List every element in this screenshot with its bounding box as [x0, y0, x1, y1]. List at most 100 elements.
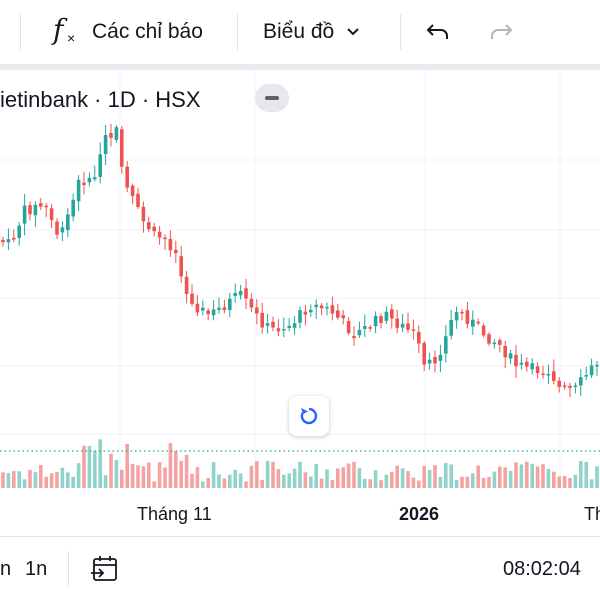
- candle-body: [228, 298, 232, 311]
- time-axis[interactable]: Tháng 11 2026 Th: [0, 490, 600, 536]
- candle-body: [487, 334, 491, 344]
- volume-bar: [125, 443, 129, 488]
- candle-body: [12, 237, 16, 240]
- bottom-separator: [68, 551, 69, 587]
- range-button-partial[interactable]: n: [0, 537, 11, 601]
- clock-readout[interactable]: 08:02:04: [503, 537, 581, 601]
- candle-body: [336, 310, 340, 318]
- volume-bar: [309, 476, 313, 488]
- candle-body: [357, 329, 362, 336]
- candle-body: [476, 321, 480, 324]
- volume-bar: [427, 469, 432, 488]
- candle-body: [309, 309, 313, 313]
- top-toolbar: f × Các chỉ báo Biểu đồ: [0, 0, 600, 64]
- indicators-button[interactable]: f × Các chỉ báo: [52, 0, 203, 64]
- candle-body: [233, 292, 237, 296]
- volume-bar: [384, 474, 389, 488]
- volume-bar: [76, 463, 81, 488]
- toolbar-divider: [0, 64, 600, 70]
- volume-bar: [541, 464, 545, 488]
- volume-bar: [147, 462, 151, 488]
- calendar-goto-icon: [89, 553, 121, 585]
- volume-bar: [341, 467, 345, 488]
- fx-icon: f ×: [53, 13, 76, 46]
- volume-bar: [492, 471, 497, 488]
- volume-bar: [66, 472, 70, 488]
- price-chart[interactable]: [0, 70, 600, 490]
- goto-date-button[interactable]: [89, 537, 121, 601]
- volume-bar: [330, 479, 335, 488]
- candle-body: [562, 385, 567, 387]
- volume-bar: [120, 469, 124, 488]
- candle-body: [503, 345, 507, 358]
- volume-bar: [390, 471, 394, 488]
- candle-body: [319, 305, 324, 309]
- clock-time: 08:02:04: [503, 557, 581, 580]
- volume-bar: [282, 474, 286, 488]
- candle-body: [325, 306, 329, 309]
- volume-bar: [82, 445, 86, 488]
- redo-button[interactable]: [488, 0, 514, 64]
- candle-body: [411, 329, 416, 331]
- candle-body: [125, 166, 129, 188]
- volume-bar: [433, 465, 437, 488]
- volume-bar: [130, 463, 135, 488]
- candle-body: [49, 208, 54, 221]
- candle-body: [206, 310, 210, 315]
- candle-body: [400, 323, 405, 328]
- symbol-title: ietinbank · 1D · HSX: [0, 87, 201, 112]
- bottom-toolbar: n 1n 08:02:04: [0, 536, 600, 601]
- volume-bar: [422, 466, 426, 488]
- candle-body: [87, 177, 92, 183]
- volume-bar: [233, 469, 237, 488]
- volume-bar: [471, 473, 475, 488]
- candle-body: [298, 310, 302, 323]
- volume-bar: [211, 462, 216, 488]
- volume-bar: [163, 467, 167, 488]
- candle-body: [460, 311, 464, 314]
- volume-bar: [152, 481, 156, 488]
- volume-bar: [228, 474, 232, 488]
- volume-bar: [136, 465, 140, 488]
- candle-body: [276, 328, 281, 332]
- range-button-1n[interactable]: 1n: [25, 537, 47, 601]
- candle-body: [168, 239, 173, 251]
- volume-bar: [206, 477, 210, 488]
- candle-body: [535, 366, 540, 374]
- redo-icon: [488, 21, 514, 43]
- candle-body: [1, 239, 5, 243]
- candle-body: [465, 310, 470, 325]
- volume-bar: [530, 463, 534, 488]
- volume-bar: [271, 461, 275, 488]
- toolbar-separator: [20, 14, 21, 50]
- symbol-legend[interactable]: ietinbank · 1D · HSX: [0, 84, 201, 116]
- candle-body: [573, 385, 578, 387]
- volume-bar: [357, 468, 362, 488]
- candle-body: [55, 221, 59, 235]
- undo-button[interactable]: [425, 0, 451, 64]
- candle-body: [589, 365, 594, 376]
- candle-body: [427, 359, 432, 364]
- volume-bar: [141, 466, 146, 488]
- candle-body: [22, 205, 27, 224]
- candle-body: [244, 288, 248, 299]
- volume-bar: [487, 477, 491, 488]
- volume-bar: [352, 461, 356, 488]
- volume-bar: [557, 476, 561, 488]
- volume-bar: [39, 464, 43, 488]
- candle-body: [103, 135, 108, 155]
- volume-bar: [190, 473, 194, 488]
- chart-type-button[interactable]: Biểu đồ: [263, 0, 360, 64]
- volume-bar: [525, 461, 529, 488]
- volume-bar: [249, 465, 254, 488]
- candle-body: [157, 231, 162, 238]
- time-label-november: Tháng 11: [137, 504, 212, 524]
- indicators-label: Các chỉ báo: [92, 20, 203, 43]
- volume-bar: [368, 479, 372, 488]
- candle-body: [422, 342, 426, 365]
- volume-bar: [319, 478, 324, 488]
- reset-chart-button[interactable]: [289, 396, 329, 436]
- candle-body: [352, 336, 356, 339]
- legend-collapse-button[interactable]: [255, 84, 289, 112]
- volume-bar: [22, 479, 27, 488]
